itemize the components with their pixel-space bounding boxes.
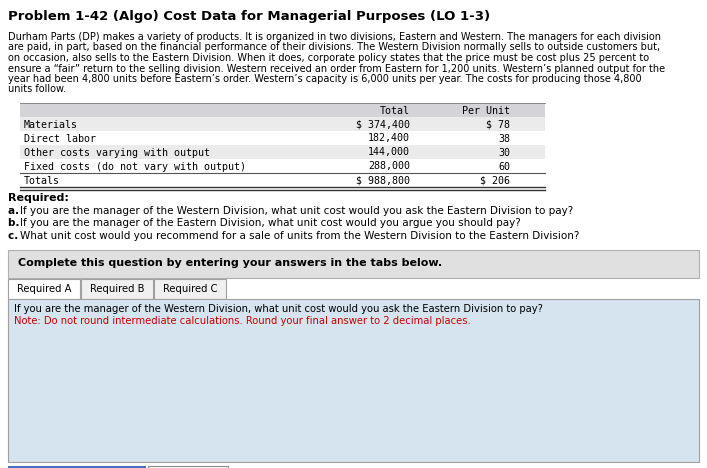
Text: $ 988,800: $ 988,800 (356, 176, 410, 185)
Text: 182,400: 182,400 (368, 133, 410, 144)
Text: 60: 60 (498, 161, 510, 171)
Bar (8, 466, 146, 468)
Text: Total: Total (380, 105, 410, 116)
Text: b.: b. (8, 219, 23, 228)
Text: ensure a “fair” return to the selling division. Western received an order from E: ensure a “fair” return to the selling di… (8, 64, 665, 73)
Text: If you are the manager of the Western Division, what unit cost would you ask the: If you are the manager of the Western Di… (14, 304, 543, 314)
Text: 38: 38 (498, 133, 510, 144)
Bar (20, 117, 545, 131)
Text: Durham Parts (DP) makes a variety of products. It is organized in two divisions,: Durham Parts (DP) makes a variety of pro… (8, 32, 661, 42)
Bar (148, 466, 228, 468)
Text: $ 374,400: $ 374,400 (356, 119, 410, 130)
Text: Problem 1-42 (Algo) Cost Data for Managerial Purposes (LO 1-3): Problem 1-42 (Algo) Cost Data for Manage… (8, 10, 490, 23)
Text: Direct labor: Direct labor (24, 133, 96, 144)
Text: 144,000: 144,000 (368, 147, 410, 158)
Text: Totals: Totals (24, 176, 60, 185)
Text: If you are the manager of the Western Division, what unit cost would you ask the: If you are the manager of the Western Di… (20, 206, 573, 216)
Text: Complete this question by entering your answers in the tabs below.: Complete this question by entering your … (18, 258, 442, 269)
Text: $ 206: $ 206 (480, 176, 510, 185)
Text: Fixed costs (do not vary with output): Fixed costs (do not vary with output) (24, 161, 246, 171)
Bar (8, 278, 80, 299)
Text: What unit cost would you recommend for a sale of units from the Western Division: What unit cost would you recommend for a… (20, 231, 579, 241)
Text: Required B: Required B (90, 284, 144, 293)
Text: units follow.: units follow. (8, 85, 66, 95)
Text: If you are the manager of the Eastern Division, what unit cost would you argue y: If you are the manager of the Eastern Di… (20, 219, 521, 228)
Bar (20, 145, 545, 159)
Bar (81, 278, 153, 299)
Text: 288,000: 288,000 (368, 161, 410, 171)
Text: on occasion, also sells to the Eastern Division. When it does, corporate policy : on occasion, also sells to the Eastern D… (8, 53, 649, 63)
Text: Materials: Materials (24, 119, 78, 130)
Text: 30: 30 (498, 147, 510, 158)
Text: $ 78: $ 78 (486, 119, 510, 130)
Text: Required:: Required: (8, 193, 69, 203)
Bar (20, 103, 545, 117)
Bar (8, 299, 699, 462)
Text: Required C: Required C (163, 284, 217, 293)
Text: c.: c. (8, 231, 22, 241)
Bar (8, 249, 699, 278)
Text: Required A: Required A (17, 284, 71, 293)
Text: are paid, in part, based on the financial performance of their divisions. The We: are paid, in part, based on the financia… (8, 43, 660, 52)
Text: year had been 4,800 units before Eastern’s order. Western’s capacity is 6,000 un: year had been 4,800 units before Eastern… (8, 74, 642, 84)
Bar (154, 278, 226, 299)
Text: Per Unit: Per Unit (462, 105, 510, 116)
Text: Other costs varying with output: Other costs varying with output (24, 147, 210, 158)
Text: Note: Do not round intermediate calculations. Round your final answer to 2 decim: Note: Do not round intermediate calculat… (14, 315, 471, 326)
Text: a.: a. (8, 206, 23, 216)
